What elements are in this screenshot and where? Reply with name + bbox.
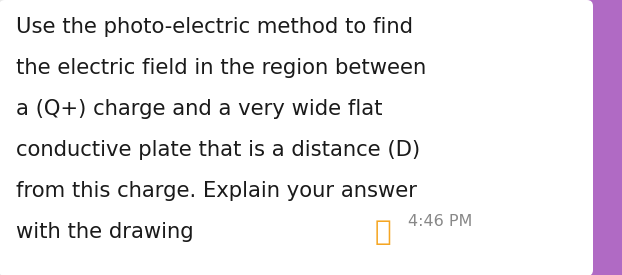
Polygon shape bbox=[560, 0, 622, 275]
Text: 4:46 PM: 4:46 PM bbox=[408, 214, 472, 229]
Text: 👍: 👍 bbox=[375, 218, 392, 246]
Text: from this charge. Explain your answer: from this charge. Explain your answer bbox=[16, 181, 417, 201]
Text: Use the photo-electric method to find: Use the photo-electric method to find bbox=[16, 17, 413, 37]
Text: a (Q+) charge and a very wide flat: a (Q+) charge and a very wide flat bbox=[16, 99, 383, 119]
Text: the electric field in the region between: the electric field in the region between bbox=[16, 58, 426, 78]
Text: conductive plate that is a distance (D): conductive plate that is a distance (D) bbox=[16, 140, 420, 160]
Text: with the drawing: with the drawing bbox=[16, 222, 193, 242]
FancyBboxPatch shape bbox=[0, 0, 593, 275]
